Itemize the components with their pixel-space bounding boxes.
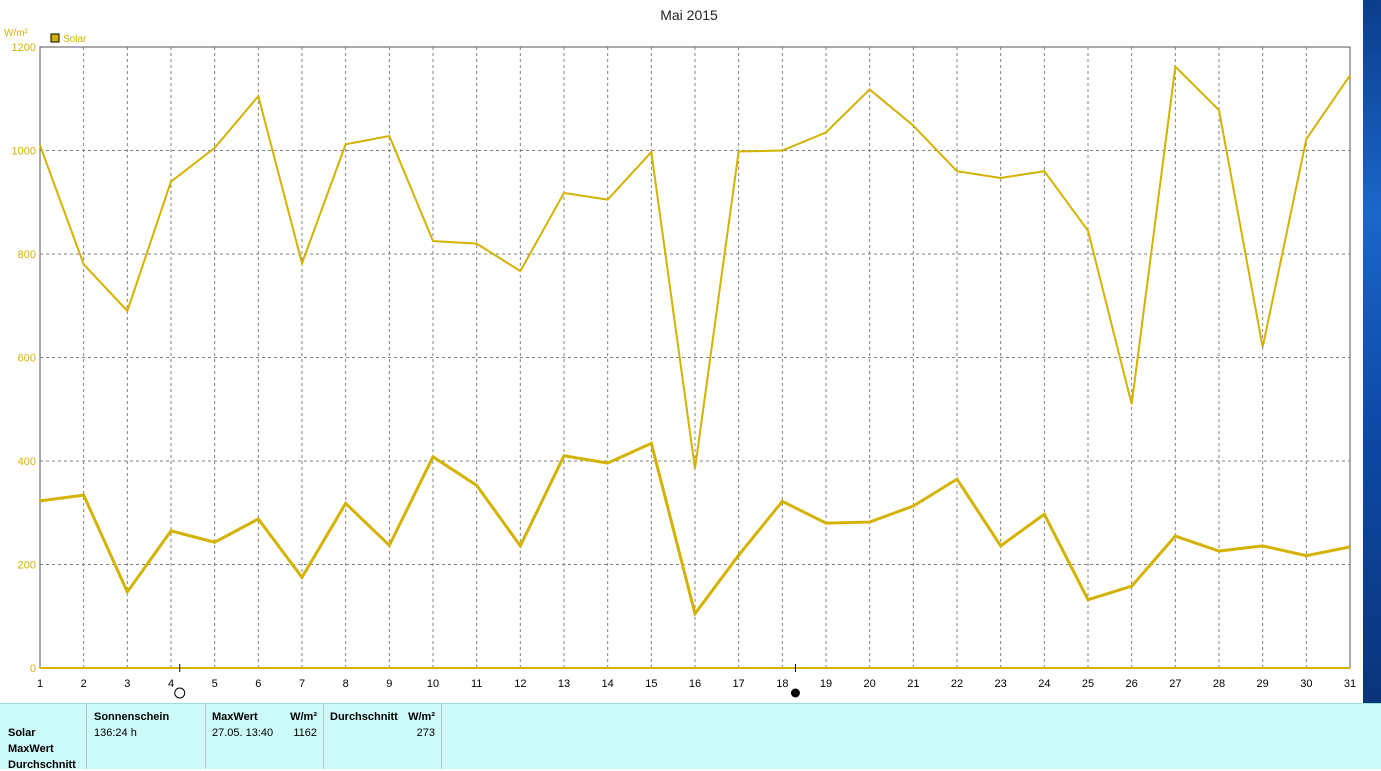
y-tick-label: 200: [18, 560, 36, 572]
y-axis-unit-label: W/m²: [4, 28, 29, 39]
series-line-maxwert: [39, 64, 1351, 469]
y-tick-label: 800: [18, 249, 36, 261]
x-tick-label: 11: [471, 678, 482, 690]
x-tick-label: 28: [1213, 678, 1225, 690]
x-tick-label: 3: [124, 678, 130, 690]
x-tick-label: 25: [1082, 678, 1094, 690]
x-tick-label: 5: [212, 678, 218, 690]
x-tick-label: 12: [514, 678, 526, 690]
x-tick-label: 31: [1344, 678, 1356, 690]
y-tick-label: 1000: [12, 146, 36, 158]
x-tick-label: 22: [951, 678, 963, 690]
stats-col-durchschnitt: Durchschnitt W/m² 273: [324, 704, 442, 769]
series-layer: [39, 64, 1351, 618]
maxwert-unit: W/m²: [290, 711, 317, 723]
durchschnitt-unit: W/m²: [408, 711, 435, 723]
window-edge-strip: [1358, 0, 1363, 705]
row-label-solar: Solar: [8, 727, 36, 739]
chart-title: Mai 2015: [660, 7, 718, 23]
maxwert-header: MaxWert: [212, 711, 258, 723]
x-tick-label: 26: [1126, 678, 1138, 690]
x-tick-label: 14: [602, 678, 614, 690]
new-moon-icon: [790, 688, 800, 698]
x-tick-label: 7: [299, 678, 305, 690]
stats-col-sonnenschein: Sonnenschein 136:24 h: [87, 704, 206, 769]
x-tick-label: 15: [645, 678, 657, 690]
stats-panel: Solar MaxWert Durchschnitt Sonnenschein …: [0, 703, 1381, 771]
x-tick-label: 29: [1257, 678, 1269, 690]
x-tick-label: 8: [343, 678, 349, 690]
sonnenschein-header: Sonnenschein: [94, 711, 170, 723]
row-label-durchschnitt: Durchschnitt: [8, 759, 76, 771]
x-tick-label: 13: [558, 678, 570, 690]
durchschnitt-header: Durchschnitt: [330, 711, 398, 723]
y-tick-label: 0: [30, 663, 36, 675]
x-tick-label: 19: [820, 678, 832, 690]
stats-row-labels: Solar MaxWert Durchschnitt: [0, 704, 87, 771]
x-tick-label: 18: [776, 678, 788, 690]
x-tick-label: 24: [1038, 678, 1050, 690]
grid-layer: [40, 47, 1350, 668]
x-tick-label: 23: [995, 678, 1007, 690]
durchschnitt-value: 273: [416, 727, 435, 739]
x-tick-label: 16: [689, 678, 701, 690]
maxwert-value: 1162: [293, 727, 317, 739]
sonnenschein-value: 136:24 h: [94, 727, 137, 739]
y-tick-label: 1200: [12, 42, 36, 54]
x-tick-label: 2: [81, 678, 87, 690]
x-tick-label: 20: [864, 678, 876, 690]
stats-col-maxwert: MaxWert W/m² 27.05. 13:40 1162: [206, 704, 324, 769]
full-moon-icon: [174, 687, 186, 699]
maxwert-date: 27.05. 13:40: [212, 727, 274, 739]
x-tick-label: 30: [1300, 678, 1312, 690]
legend-label: Solar: [63, 34, 87, 45]
x-tick-label: 10: [427, 678, 439, 690]
x-tick-label: 6: [255, 678, 261, 690]
legend-swatch: [50, 33, 60, 43]
desktop-background-edge: [1363, 0, 1381, 705]
x-tick-label: 4: [168, 678, 174, 690]
x-tick-label: 1: [37, 678, 43, 690]
chart: Mai 2015 W/m² Solar 02004006008001000120…: [4, 7, 1357, 699]
y-tick-label: 400: [18, 456, 36, 468]
x-tick-label: 17: [733, 678, 745, 690]
series-line-durchschnitt: [39, 441, 1351, 618]
row-label-maxwert: MaxWert: [8, 743, 54, 755]
y-tick-label: 600: [18, 353, 36, 365]
x-tick-label: 9: [386, 678, 392, 690]
x-tick-label: 27: [1169, 678, 1181, 690]
moon-phase-layer: [174, 664, 800, 699]
x-tick-label: 21: [907, 678, 919, 690]
